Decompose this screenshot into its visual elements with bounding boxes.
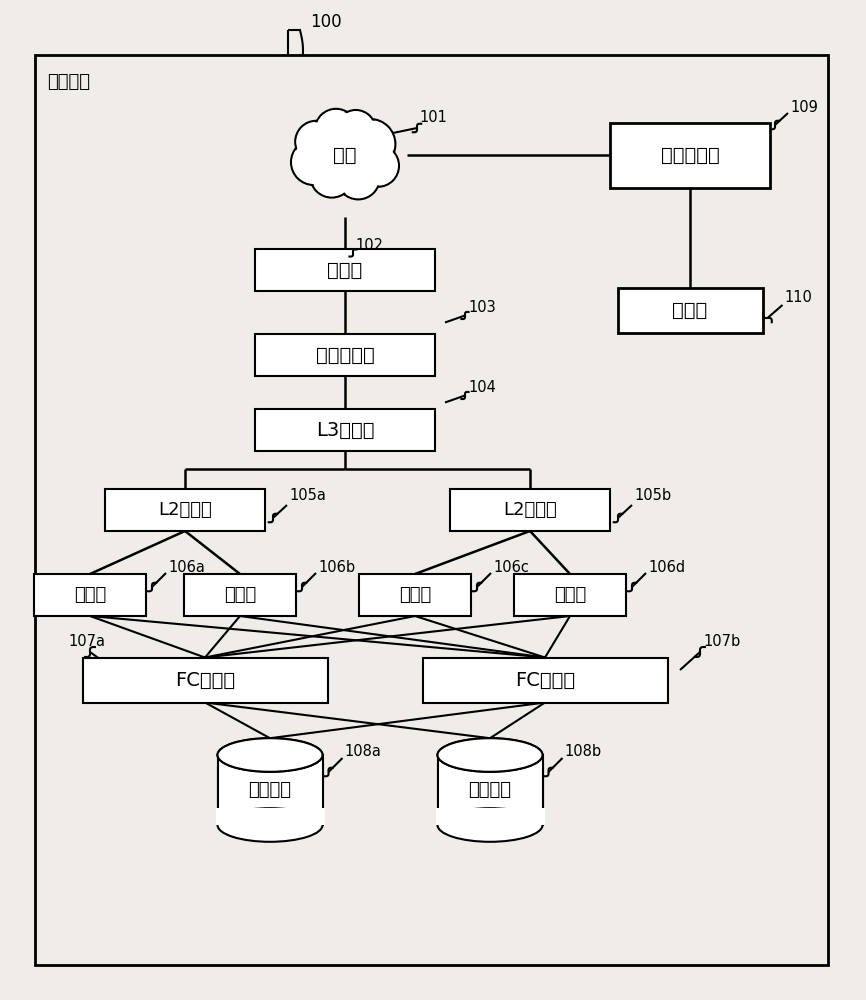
Text: 106a: 106a (168, 560, 205, 574)
Text: 107a: 107a (68, 635, 105, 650)
Text: 防火墙: 防火墙 (327, 260, 363, 279)
Text: 103: 103 (468, 300, 495, 315)
FancyBboxPatch shape (617, 288, 762, 332)
Text: 网络: 网络 (333, 145, 357, 164)
Text: 数据中心: 数据中心 (47, 73, 90, 91)
FancyBboxPatch shape (610, 122, 770, 188)
FancyBboxPatch shape (82, 658, 327, 702)
Circle shape (315, 109, 357, 151)
Text: 107b: 107b (703, 635, 740, 650)
FancyBboxPatch shape (105, 489, 265, 531)
Text: 106b: 106b (318, 560, 355, 574)
FancyBboxPatch shape (184, 574, 296, 616)
Text: 管理服务器: 管理服务器 (661, 145, 720, 164)
FancyBboxPatch shape (437, 755, 542, 825)
FancyBboxPatch shape (255, 409, 435, 451)
Text: 106c: 106c (493, 560, 529, 574)
Ellipse shape (437, 738, 542, 772)
FancyBboxPatch shape (34, 574, 146, 616)
Text: 101: 101 (419, 109, 447, 124)
Text: L3交换机: L3交换机 (316, 420, 374, 440)
Text: FC交换机: FC交换机 (175, 670, 235, 690)
Ellipse shape (438, 739, 541, 771)
FancyBboxPatch shape (423, 658, 668, 702)
Circle shape (291, 139, 337, 185)
Ellipse shape (217, 808, 322, 842)
Text: 105a: 105a (289, 488, 326, 504)
Circle shape (315, 120, 375, 180)
Text: 100: 100 (310, 13, 341, 31)
Ellipse shape (437, 738, 542, 772)
FancyBboxPatch shape (255, 334, 435, 376)
Text: 存储装置: 存储装置 (469, 781, 512, 799)
Circle shape (359, 146, 397, 185)
FancyBboxPatch shape (359, 574, 471, 616)
Circle shape (357, 145, 399, 187)
Circle shape (338, 111, 374, 148)
Circle shape (297, 122, 336, 161)
Text: 104: 104 (468, 380, 496, 395)
Text: L2交换机: L2交换机 (503, 501, 557, 519)
Ellipse shape (217, 738, 322, 772)
Text: 105b: 105b (634, 488, 671, 504)
Circle shape (316, 110, 356, 149)
FancyBboxPatch shape (216, 808, 325, 825)
Text: 109: 109 (790, 100, 818, 114)
FancyBboxPatch shape (35, 55, 828, 965)
Text: FC交换机: FC交换机 (515, 670, 575, 690)
Text: 服务器: 服务器 (224, 586, 256, 604)
Text: 负载平衡器: 负载平衡器 (315, 346, 374, 364)
Text: 存储装置: 存储装置 (249, 781, 292, 799)
Text: 110: 110 (785, 290, 812, 306)
Text: 服务器: 服务器 (399, 586, 431, 604)
Circle shape (346, 120, 394, 168)
Circle shape (336, 110, 376, 150)
Text: 102: 102 (355, 237, 383, 252)
Text: 106d: 106d (648, 560, 685, 574)
Ellipse shape (437, 808, 542, 842)
Circle shape (337, 156, 380, 199)
Text: 服务器: 服务器 (554, 586, 586, 604)
FancyBboxPatch shape (514, 574, 626, 616)
Circle shape (338, 158, 378, 198)
Text: 108a: 108a (345, 744, 381, 760)
Circle shape (312, 156, 352, 196)
Text: L2交换机: L2交换机 (158, 501, 212, 519)
FancyBboxPatch shape (436, 808, 545, 825)
Ellipse shape (218, 739, 321, 771)
Text: 108b: 108b (565, 744, 602, 760)
Text: 控制台: 控制台 (672, 300, 708, 320)
FancyBboxPatch shape (255, 249, 435, 291)
Circle shape (313, 119, 376, 181)
Text: 服务器: 服务器 (74, 586, 107, 604)
Circle shape (295, 121, 337, 163)
Circle shape (310, 154, 353, 198)
Ellipse shape (217, 738, 322, 772)
Circle shape (345, 119, 396, 169)
FancyBboxPatch shape (450, 489, 610, 531)
FancyBboxPatch shape (217, 755, 322, 825)
Circle shape (293, 141, 335, 184)
